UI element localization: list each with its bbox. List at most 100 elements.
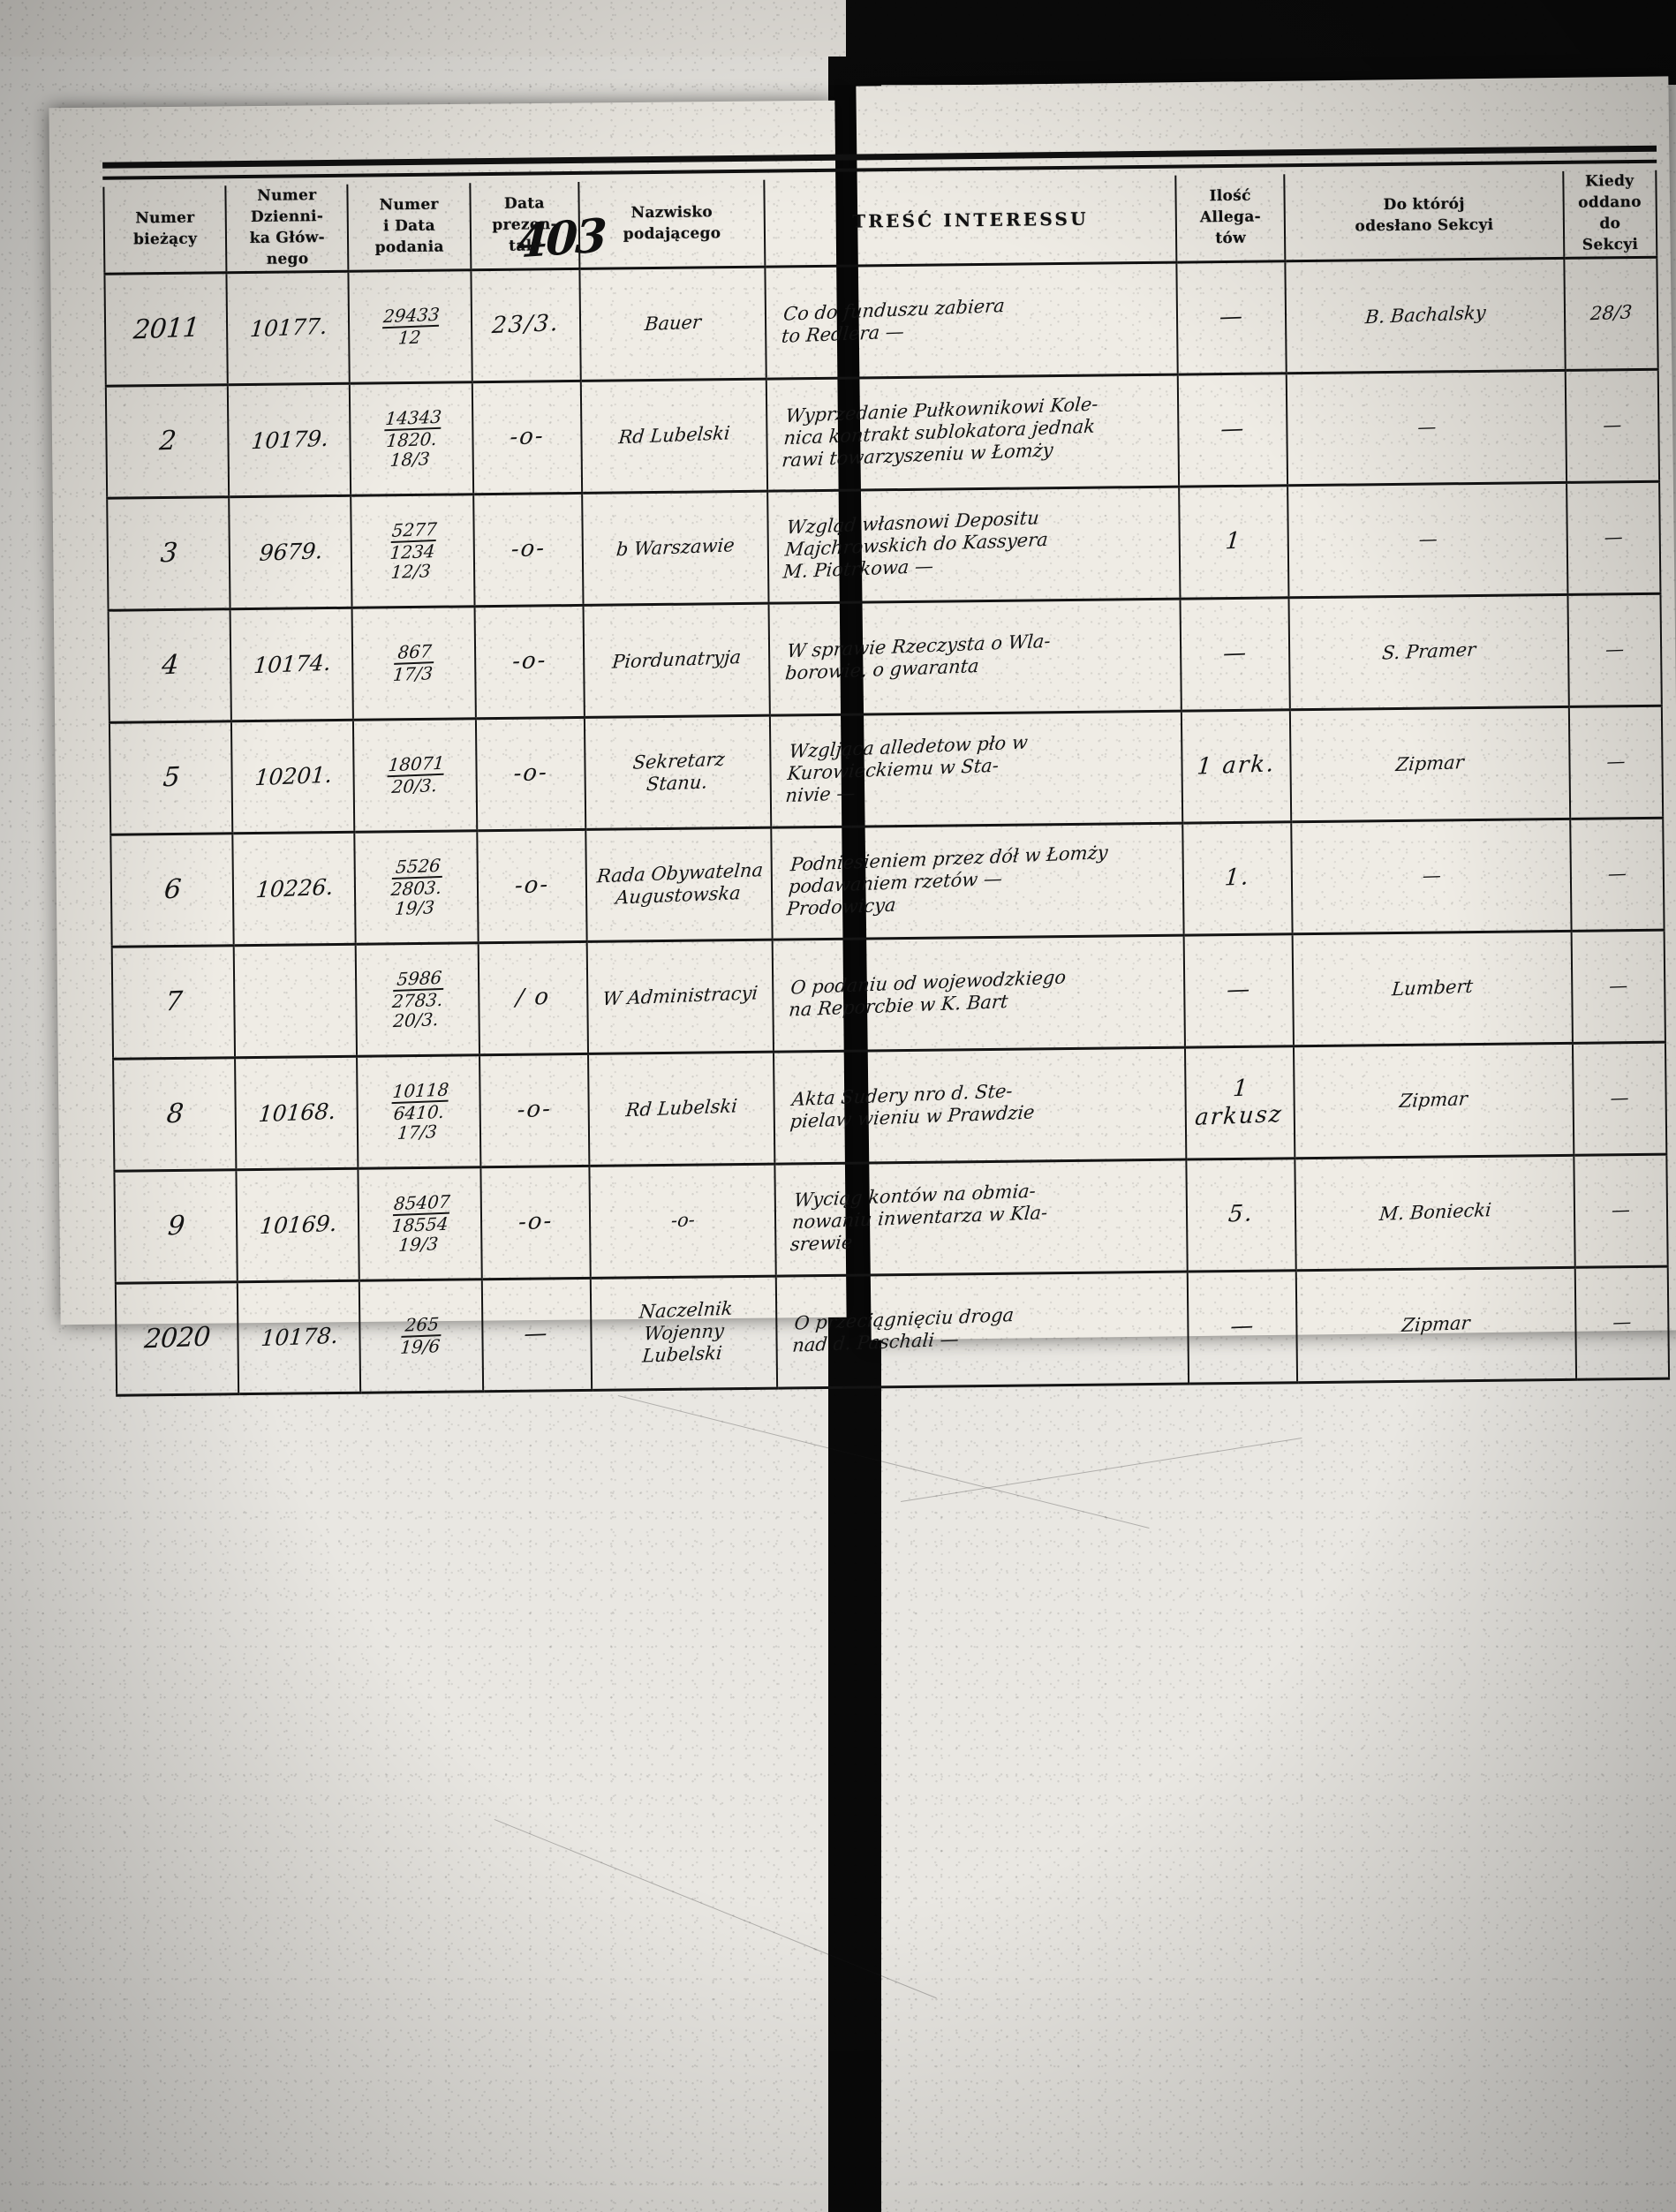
cell-ilosc-allegatow[interactable]: — — [1187, 1270, 1298, 1384]
cell-nazwisko[interactable]: Bauer — [579, 266, 767, 381]
cell-numer-dziennika[interactable]: 10201. — [231, 719, 355, 834]
cell-data-prezentaty[interactable]: — — [481, 1277, 593, 1392]
cell-ilosc-allegatow[interactable]: 5. — [1186, 1158, 1296, 1272]
table-row[interactable]: 7 5986 2783. 20/3. / o W Administracyi O podan… — [111, 929, 1665, 1059]
cell-data-prezentaty[interactable]: -o- — [474, 604, 585, 719]
cell-numer-dziennika[interactable]: 10178. — [238, 1280, 361, 1394]
cell-numer-dziennika[interactable]: 10177. — [226, 270, 351, 385]
cell-data-prezentaty[interactable]: / o — [478, 940, 588, 1055]
cell-tresc-interessu[interactable]: Wyprzedanie Pułkownikowi Kole- nica kont… — [766, 374, 1180, 491]
cell-data-prezentaty[interactable]: -o- — [479, 1053, 590, 1167]
cell-nazwisko[interactable]: Sekretarz Stanu. — [584, 714, 772, 829]
cell-kiedy-oddano[interactable]: — — [1569, 817, 1665, 931]
cell-numer-i-data-podania[interactable]: 5986 2783. 20/3. — [356, 942, 479, 1056]
cell-numer-biezacy[interactable]: 5 — [109, 721, 233, 834]
cell-ilosc-allegatow[interactable]: — — [1180, 597, 1291, 711]
cell-tresc-interessu[interactable]: O podaniu od wojewodzkiego na Reporcbie … — [772, 934, 1186, 1052]
cell-nazwisko[interactable]: Rd Lubelski — [587, 1051, 775, 1166]
cell-sekcya[interactable]: — — [1291, 818, 1572, 934]
cell-kiedy-oddano[interactable]: — — [1574, 1153, 1668, 1267]
table-row[interactable]: 5 10201. 18071 20/3. -o- Sekretarz Stanu. Wzgl… — [109, 705, 1664, 834]
cell-data-prezentaty[interactable]: -o- — [475, 716, 586, 831]
cell-ilosc-allegatow[interactable]: — — [1177, 373, 1288, 487]
cell-numer-biezacy[interactable]: 2011 — [104, 272, 229, 386]
table-row[interactable]: 4 10174. 867 17/3 -o- Piordunatryja W sprawie … — [108, 593, 1662, 722]
table-row[interactable]: 9 10169. 85407 18554 19/3 -o- -o- Wyciąg kontów… — [114, 1153, 1668, 1283]
cell-numer-i-data-podania[interactable]: 265 19/6 — [359, 1279, 483, 1393]
cell-kiedy-oddano[interactable]: — — [1574, 1265, 1670, 1379]
cell-nazwisko[interactable]: Rd Lubelski — [580, 378, 768, 493]
cell-sekcya[interactable]: Lumbert — [1292, 930, 1573, 1046]
cell-tresc-interessu[interactable]: Wzgljąca alledetow pło w Kurowieckiemu w… — [770, 710, 1183, 827]
cell-tresc-interessu[interactable]: Wzgląd własnowi Depositu Majchrowskich d… — [767, 486, 1181, 603]
cell-numer-dziennika[interactable]: 10169. — [236, 1167, 360, 1282]
table-row[interactable]: 6 10226. 5526 2803. 19/3 -o- Rada Obywatelna A… — [110, 817, 1665, 947]
cell-numer-i-data-podania[interactable]: 10118 6410. 17/3 — [357, 1054, 481, 1168]
cell-data-prezentaty[interactable]: -o- — [480, 1165, 591, 1280]
cell-numer-biezacy[interactable]: 3 — [107, 496, 230, 610]
cell-sekcya[interactable]: Zipmar — [1294, 1042, 1574, 1159]
cell-numer-i-data-podania[interactable]: 85407 18554 19/3 — [358, 1166, 482, 1280]
cell-tresc-interessu[interactable]: Akta Sudery nro d. Ste- pielaw wieniu w … — [774, 1046, 1187, 1164]
cell-sekcya[interactable]: — — [1287, 481, 1568, 598]
cell-numer-dziennika[interactable] — [233, 943, 358, 1058]
cell-tresc-interessu[interactable]: W sprawie Rzeczysta o Wla- borowie, o gw… — [768, 598, 1182, 715]
cell-numer-biezacy[interactable]: 2020 — [115, 1281, 239, 1395]
cell-numer-biezacy[interactable]: 8 — [113, 1057, 237, 1171]
cell-ilosc-allegatow[interactable]: 1 — [1179, 485, 1289, 599]
cell-numer-biezacy[interactable]: 6 — [110, 833, 234, 947]
cell-nazwisko[interactable]: Rada Obywatelna Augustowska — [585, 827, 773, 941]
cell-ilosc-allegatow[interactable]: — — [1176, 260, 1287, 374]
cell-data-prezentaty[interactable]: -o- — [476, 828, 587, 943]
cell-ilosc-allegatow[interactable]: 1 ark. — [1181, 709, 1292, 823]
cell-kiedy-oddano[interactable]: — — [1568, 705, 1664, 819]
cell-numer-biezacy[interactable]: 2 — [105, 384, 230, 498]
cell-tresc-interessu[interactable]: O przeciągnięciu droga nad d. Paschali — — [776, 1271, 1189, 1388]
cell-numer-dziennika[interactable]: 10174. — [230, 607, 354, 721]
cell-numer-biezacy[interactable]: 7 — [111, 945, 236, 1059]
cell-kiedy-oddano[interactable]: 28/3 — [1564, 256, 1658, 370]
cell-tresc-interessu[interactable]: Podniesieniem przez dół w Łomży podawani… — [771, 822, 1184, 940]
cell-nazwisko[interactable]: -o- — [589, 1163, 777, 1278]
cell-kiedy-oddano[interactable]: — — [1565, 368, 1660, 482]
cell-numer-biezacy[interactable]: 9 — [114, 1169, 238, 1283]
cell-kiedy-oddano[interactable]: — — [1567, 593, 1662, 706]
table-row[interactable]: 8 10168. 10118 6410. 17/3 -o- Rd Lubelski Akta … — [113, 1041, 1667, 1171]
cell-sekcya[interactable]: M. Boniecki — [1295, 1154, 1575, 1271]
cell-nazwisko[interactable]: b Warszawie — [582, 490, 769, 605]
table-row[interactable]: 2 10179. 14343 1820. 18/3 -o- Rd Lubelski Wyprz… — [105, 368, 1660, 498]
cell-data-prezentaty[interactable]: -o- — [472, 492, 584, 607]
cell-numer-dziennika[interactable]: 10168. — [235, 1055, 359, 1170]
cell-sekcya[interactable]: B. Bachalsky — [1285, 257, 1566, 374]
cell-kiedy-oddano[interactable]: — — [1566, 480, 1661, 594]
cell-sekcya[interactable]: S. Pramer — [1288, 593, 1569, 710]
cell-numer-dziennika[interactable]: 10179. — [228, 382, 351, 497]
cell-numer-i-data-podania[interactable]: 5277 1234 12/3 — [351, 494, 475, 608]
cell-numer-biezacy[interactable]: 4 — [108, 608, 232, 722]
cell-ilosc-allegatow[interactable]: — — [1183, 933, 1295, 1047]
table-row[interactable]: 3 9679. 5277 1234 12/3 -o-b Warszawie Wzgląd w… — [107, 480, 1661, 610]
cell-ilosc-allegatow[interactable]: 1. — [1182, 821, 1293, 935]
cell-numer-i-data-podania[interactable]: 29433 12 — [348, 269, 472, 383]
cell-sekcya[interactable]: — — [1286, 369, 1567, 486]
table-row[interactable]: 2020 10178. 265 19/6 — Naczelnik Wojenny Lube… — [115, 1265, 1670, 1395]
table-row[interactable]: 2011 10177. 29433 12 23/3. Bauer Co do fundusz… — [104, 256, 1658, 386]
cell-kiedy-oddano[interactable]: — — [1572, 1041, 1667, 1155]
cell-numer-dziennika[interactable]: 10226. — [232, 831, 357, 946]
cell-nazwisko[interactable]: Piordunatryja — [583, 602, 771, 717]
cell-numer-i-data-podania[interactable]: 867 17/3 — [352, 606, 476, 720]
cell-ilosc-allegatow[interactable]: 1 arkusz — [1185, 1046, 1295, 1159]
cell-numer-i-data-podania[interactable]: 14343 1820. 18/3 — [350, 381, 473, 495]
cell-numer-dziennika[interactable]: 9679. — [229, 494, 353, 609]
cell-numer-i-data-podania[interactable]: 18071 20/3. — [353, 718, 477, 832]
cell-numer-i-data-podania[interactable]: 5526 2803. 19/3 — [354, 830, 479, 944]
cell-tresc-interessu[interactable]: Co do funduszu zabiera to Redlera — — [765, 261, 1178, 379]
cell-sekcya[interactable]: Zipmar — [1290, 706, 1570, 822]
cell-kiedy-oddano[interactable]: — — [1571, 929, 1665, 1043]
cell-tresc-interessu[interactable]: Wyciąg kontów na obmia- nowaniu inwentar… — [774, 1159, 1188, 1276]
cell-sekcya[interactable]: Zipmar — [1295, 1266, 1576, 1383]
cell-data-prezentaty[interactable]: 23/3. — [471, 268, 581, 382]
cell-nazwisko[interactable]: W Administracyi — [586, 939, 774, 1053]
cell-nazwisko[interactable]: Naczelnik Wojenny Lubelski — [590, 1275, 778, 1390]
cell-data-prezentaty[interactable]: -o- — [472, 380, 583, 494]
